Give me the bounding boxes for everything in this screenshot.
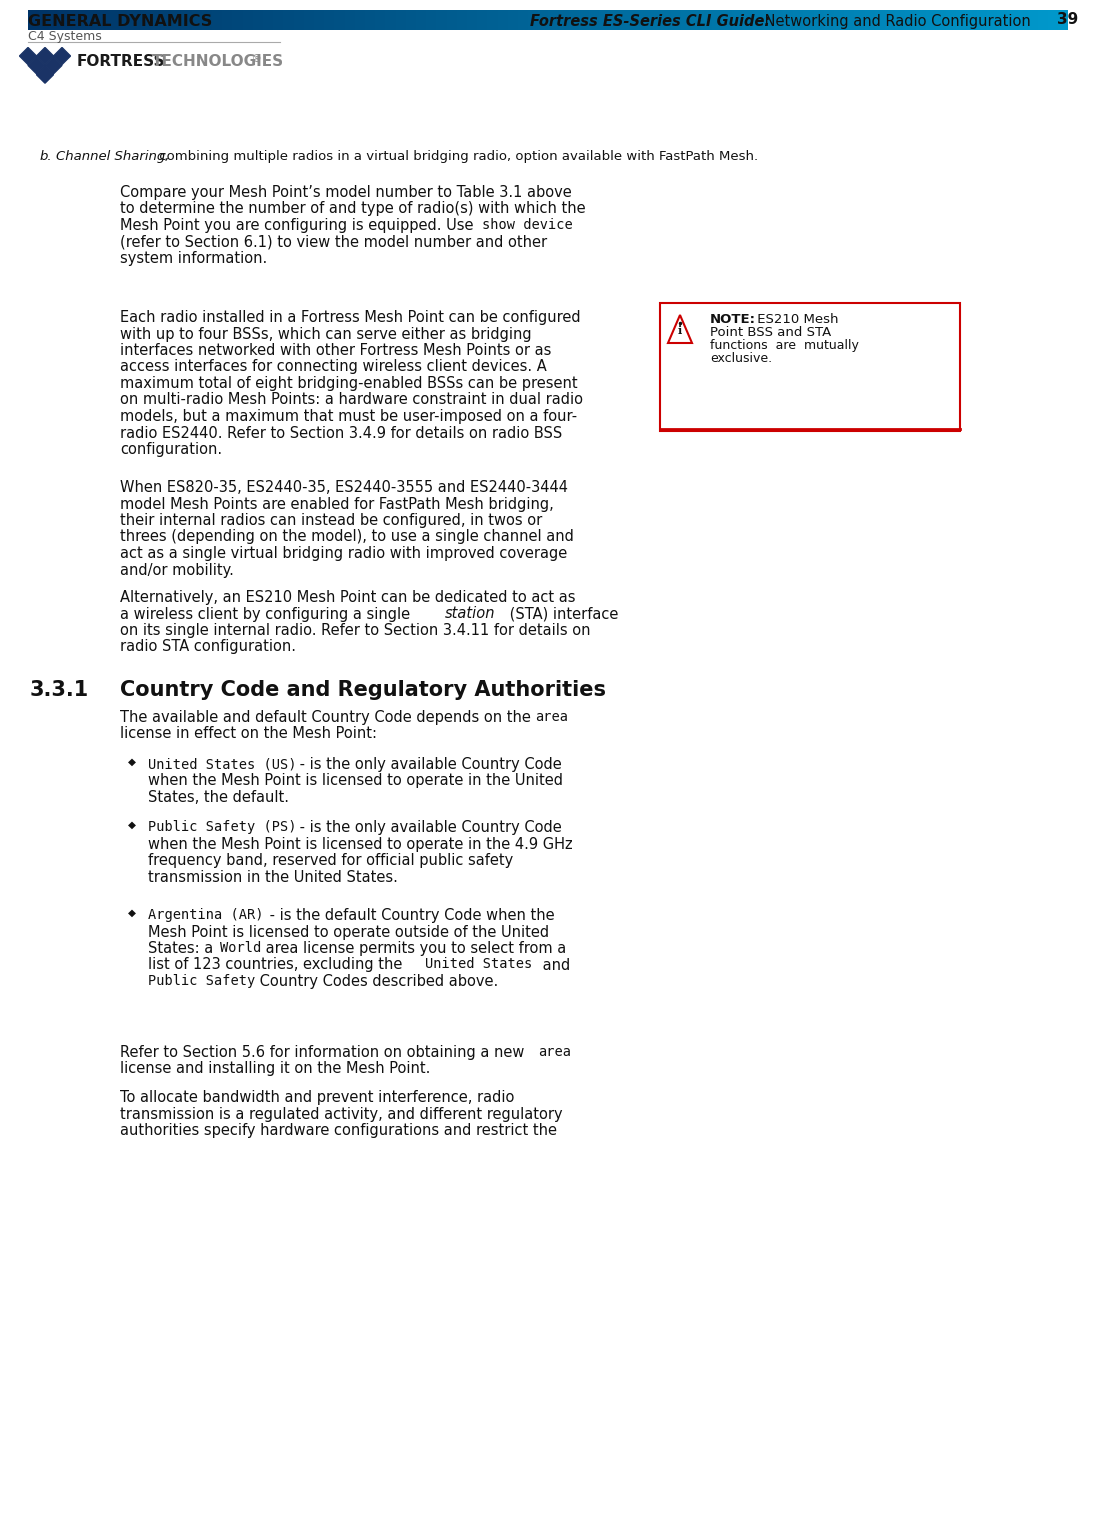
Text: with up to four BSSs, which can serve either as bridging: with up to four BSSs, which can serve ei… — [119, 327, 532, 342]
Text: (refer to Section 6.1) to view the model number and other: (refer to Section 6.1) to view the model… — [119, 235, 547, 249]
Text: - is the default Country Code when the: - is the default Country Code when the — [265, 908, 555, 923]
Text: model Mesh Points are enabled for FastPath Mesh bridging,: model Mesh Points are enabled for FastPa… — [119, 496, 553, 511]
Text: area: area — [535, 710, 568, 723]
Text: and/or mobility.: and/or mobility. — [119, 563, 233, 577]
Text: Public Safety (PS): Public Safety (PS) — [148, 819, 297, 835]
Text: United States: United States — [425, 957, 533, 972]
Text: - is the only available Country Code: - is the only available Country Code — [295, 757, 562, 772]
Text: their internal radios can instead be configured, in twos or: their internal radios can instead be con… — [119, 513, 543, 528]
Text: area: area — [538, 1045, 571, 1059]
Text: (STA) interface: (STA) interface — [505, 606, 618, 621]
Text: list of 123 countries, excluding the: list of 123 countries, excluding the — [148, 957, 407, 972]
Text: 39: 39 — [1057, 12, 1078, 27]
Text: Channel Sharing,: Channel Sharing, — [56, 150, 170, 163]
Text: when the Mesh Point is licensed to operate in the United: when the Mesh Point is licensed to opera… — [148, 774, 563, 789]
Text: transmission is a regulated activity, and different regulatory: transmission is a regulated activity, an… — [119, 1106, 562, 1122]
Text: Compare your Mesh Point’s model number to Table 3.1 above: Compare your Mesh Point’s model number t… — [119, 185, 572, 200]
Polygon shape — [20, 47, 36, 64]
Text: GENERAL DYNAMICS: GENERAL DYNAMICS — [28, 14, 213, 29]
Text: NOTE:: NOTE: — [710, 313, 756, 327]
Text: Alternatively, an ES210 Mesh Point can be dedicated to act as: Alternatively, an ES210 Mesh Point can b… — [119, 591, 575, 604]
Polygon shape — [36, 47, 54, 64]
Text: on multi-radio Mesh Points: a hardware constraint in dual radio: on multi-radio Mesh Points: a hardware c… — [119, 392, 583, 407]
Text: To allocate bandwidth and prevent interference, radio: To allocate bandwidth and prevent interf… — [119, 1090, 514, 1105]
Text: Fortress ES-Series CLI Guide:: Fortress ES-Series CLI Guide: — [530, 14, 770, 29]
Text: World: World — [220, 942, 261, 955]
Text: States, the default.: States, the default. — [148, 790, 289, 806]
Text: ◆: ◆ — [128, 757, 136, 768]
Text: TECHNOLOGIES: TECHNOLOGIES — [151, 53, 284, 69]
Text: i: i — [677, 325, 682, 336]
Text: ◆: ◆ — [128, 908, 136, 919]
Text: b.: b. — [39, 150, 53, 163]
Text: When ES820-35, ES2440-35, ES2440-3555 and ES2440-3444: When ES820-35, ES2440-35, ES2440-3555 an… — [119, 481, 568, 494]
Text: a wireless client by configuring a single: a wireless client by configuring a singl… — [119, 606, 414, 621]
Text: configuration.: configuration. — [119, 443, 222, 456]
Text: ES210 Mesh: ES210 Mesh — [753, 313, 838, 327]
Text: functions  are  mutually: functions are mutually — [710, 339, 859, 353]
Text: radio STA configuration.: radio STA configuration. — [119, 639, 296, 655]
Text: station: station — [445, 606, 495, 621]
Text: radio ES2440. Refer to Section 3.4.9 for details on radio BSS: radio ES2440. Refer to Section 3.4.9 for… — [119, 426, 562, 441]
Text: Mesh Point is licensed to operate outside of the United: Mesh Point is licensed to operate outsid… — [148, 925, 549, 940]
Text: exclusive.: exclusive. — [710, 353, 772, 365]
Text: authorities specify hardware configurations and restrict the: authorities specify hardware configurati… — [119, 1123, 557, 1138]
Text: interfaces networked with other Fortress Mesh Points or as: interfaces networked with other Fortress… — [119, 343, 551, 359]
Text: Argentina (AR): Argentina (AR) — [148, 908, 263, 922]
Text: act as a single virtual bridging radio with improved coverage: act as a single virtual bridging radio w… — [119, 546, 568, 562]
Text: frequency band, reserved for official public safety: frequency band, reserved for official pu… — [148, 853, 513, 868]
Polygon shape — [36, 66, 54, 84]
Text: The available and default Country Code depends on the: The available and default Country Code d… — [119, 710, 536, 725]
Text: license and installing it on the Mesh Point.: license and installing it on the Mesh Po… — [119, 1062, 431, 1076]
Text: Country Codes described above.: Country Codes described above. — [255, 974, 499, 989]
Text: maximum total of eight bridging-enabled BSSs can be present: maximum total of eight bridging-enabled … — [119, 375, 578, 391]
Text: Mesh Point you are configuring is equipped. Use: Mesh Point you are configuring is equipp… — [119, 218, 478, 233]
Text: threes (depending on the model), to use a single channel and: threes (depending on the model), to use … — [119, 530, 574, 545]
Text: show device: show device — [482, 218, 573, 232]
Text: Each radio installed in a Fortress Mesh Point can be configured: Each radio installed in a Fortress Mesh … — [119, 310, 581, 325]
Text: area license permits you to select from a: area license permits you to select from … — [261, 942, 567, 955]
Text: system information.: system information. — [119, 250, 267, 266]
FancyBboxPatch shape — [660, 304, 960, 430]
Text: to determine the number of and type of radio(s) with which the: to determine the number of and type of r… — [119, 201, 585, 217]
Text: ®: ® — [251, 53, 261, 64]
Text: transmission in the United States.: transmission in the United States. — [148, 870, 398, 885]
Text: FORTRESS: FORTRESS — [77, 53, 165, 69]
Text: models, but a maximum that must be user-imposed on a four-: models, but a maximum that must be user-… — [119, 409, 578, 424]
Polygon shape — [54, 47, 70, 64]
Text: Networking and Radio Configuration: Networking and Radio Configuration — [760, 14, 1030, 29]
Text: license in effect on the Mesh Point:: license in effect on the Mesh Point: — [119, 726, 377, 742]
Text: on its single internal radio. Refer to Section 3.4.11 for details on: on its single internal radio. Refer to S… — [119, 623, 591, 638]
Text: ◆: ◆ — [128, 819, 136, 830]
Text: C4 Systems: C4 Systems — [28, 31, 102, 43]
Polygon shape — [45, 56, 62, 73]
Text: Refer to Section 5.6 for information on obtaining a new: Refer to Section 5.6 for information on … — [119, 1045, 529, 1061]
Text: Point BSS and STA: Point BSS and STA — [710, 327, 831, 339]
Text: - is the only available Country Code: - is the only available Country Code — [295, 819, 562, 835]
Text: and: and — [538, 957, 570, 972]
Text: combining multiple radios in a virtual bridging radio, option available with Fas: combining multiple radios in a virtual b… — [155, 150, 758, 163]
Text: when the Mesh Point is licensed to operate in the 4.9 GHz: when the Mesh Point is licensed to opera… — [148, 836, 572, 852]
Text: access interfaces for connecting wireless client devices. A: access interfaces for connecting wireles… — [119, 360, 547, 374]
Polygon shape — [667, 314, 692, 343]
Text: Public Safety: Public Safety — [148, 974, 255, 987]
Text: Country Code and Regulatory Authorities: Country Code and Regulatory Authorities — [119, 681, 606, 700]
Polygon shape — [28, 56, 45, 73]
Text: 3.3.1: 3.3.1 — [30, 681, 89, 700]
Text: States: a: States: a — [148, 942, 218, 955]
Text: United States (US): United States (US) — [148, 757, 297, 771]
